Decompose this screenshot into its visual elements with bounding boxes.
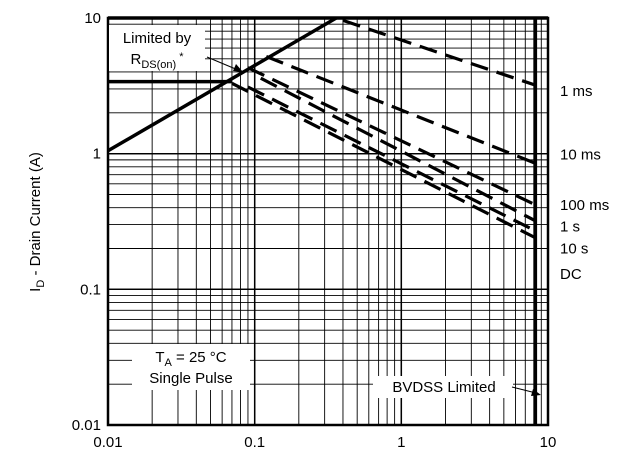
series-labels: 1 ms 10 ms 100 ms 1 s 10 s DC [556, 81, 612, 283]
rds-arrow-line [206, 56, 239, 71]
series-label-bg [556, 195, 612, 214]
series-label: 1 s [560, 219, 580, 236]
y-axis-label: ID - Drain Current (A) [27, 152, 47, 292]
y-tick-label: 0.1 [80, 281, 101, 298]
series-label-bg [556, 217, 612, 236]
bvdss-arrow-line [511, 386, 537, 394]
y-tick-label: 10 [84, 10, 101, 27]
x-tick-label: 0.01 [93, 434, 122, 451]
y-tick-labels: 10 1 0.1 0.01 [72, 10, 101, 434]
series-line [260, 76, 537, 223]
series-label-bg [556, 264, 612, 283]
series-line [247, 85, 537, 233]
series-label: DC [560, 266, 582, 283]
rds-annotation-box [109, 25, 205, 71]
bvdss-arrow-head [531, 389, 541, 396]
limit-line [107, 16, 338, 153]
y-tick-label: 1 [93, 146, 101, 163]
bvdss-annotation-box [373, 376, 513, 398]
series-label: 10 s [560, 240, 588, 257]
series-label-bg [556, 239, 612, 258]
series-label-bg [556, 145, 612, 164]
series-lines [231, 18, 537, 240]
series-label-bg [556, 81, 612, 100]
bvdss-annotation-label: BVDSS Limited [392, 379, 495, 396]
y-tick-label: 0.01 [72, 417, 101, 434]
x-tick-labels: 0.01 0.1 1 10 [93, 434, 556, 451]
x-tick-label: 10 [540, 434, 557, 451]
ta-annotation-line2: Single Pulse [149, 370, 232, 387]
series-line [231, 81, 537, 240]
series-line [247, 66, 537, 207]
series-line [342, 18, 536, 87]
rds-arrow-head [233, 64, 243, 72]
rds-annotation-line2: RDS(on) * [130, 51, 184, 71]
x-tick-label: 0.1 [244, 434, 265, 451]
ta-annotation-box [132, 344, 250, 390]
series-label: 10 ms [560, 146, 601, 163]
rds-annotation-line1: Limited by [123, 30, 192, 47]
x-tick-label: 1 [397, 434, 405, 451]
ta-annotation-line1: TA = 25 °C [155, 349, 226, 369]
series-line [265, 55, 536, 165]
limit-lines [107, 16, 548, 425]
series-label: 1 ms [560, 83, 593, 100]
series-label: 100 ms [560, 197, 609, 214]
